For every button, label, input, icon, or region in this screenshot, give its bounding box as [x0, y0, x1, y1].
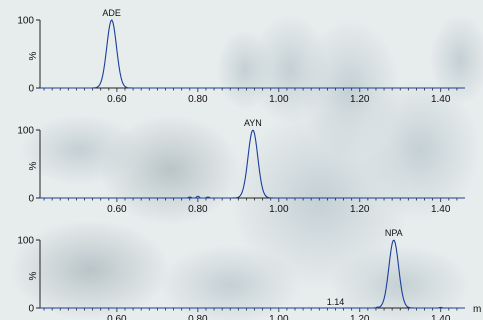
peak-label: ADE	[102, 8, 121, 18]
chart-panel-3: 0 100% 0.60 0.80 1.00 1.20 1.40 NPA 1.14 m	[17, 228, 481, 320]
y-tick-label: 100	[17, 16, 34, 27]
y-tick-label: 0	[28, 304, 34, 315]
baseline-bump	[195, 195, 201, 199]
y-tick-label: 100	[17, 126, 34, 137]
baseline-bump	[205, 196, 211, 199]
x-tick-label: 0.80	[188, 314, 208, 320]
chart-panel-1: 0 100% 0.60 0.80 1.00 1.20 1.40 ADE	[17, 8, 465, 105]
x-tick-label: 0.60	[107, 314, 127, 320]
x-tick-label: 0.60	[107, 94, 127, 105]
baseline-bump	[438, 306, 444, 309]
x-tick-label: 1.20	[350, 314, 370, 320]
peak-label: AYN	[244, 118, 262, 128]
y-axis-label: %	[28, 161, 39, 170]
y-tick-label: 0	[28, 194, 34, 205]
retention-time-label: 1.14	[327, 297, 345, 307]
x-tick-label: 1.40	[431, 204, 451, 215]
baseline-bump	[187, 196, 193, 199]
y-tick-label: 0	[28, 84, 34, 95]
y-axis-label: %	[28, 51, 39, 60]
y-tick-label: 100	[17, 236, 34, 247]
x-tick-label: 0.60	[107, 204, 127, 215]
chromatogram-trace	[40, 19, 465, 89]
x-tick-label: 0.80	[188, 204, 208, 215]
chromatogram-trace	[40, 129, 465, 199]
x-tick-label: 1.20	[350, 94, 370, 105]
peak-label: NPA	[385, 228, 403, 238]
x-tick-label: 1.40	[431, 314, 451, 320]
x-tick-label: 1.20	[350, 204, 370, 215]
baseline-bump	[375, 306, 381, 309]
x-tick-label: 1.00	[269, 204, 289, 215]
x-tick-label: 0.80	[188, 94, 208, 105]
x-tick-label: 1.00	[269, 314, 289, 320]
y-axis-label: %	[28, 271, 39, 280]
baseline-bump	[405, 306, 412, 309]
x-tick-label: 1.40	[431, 94, 451, 105]
x-tick-label: 1.00	[269, 94, 289, 105]
chromatogram-trace	[40, 239, 465, 309]
x-axis-unit: m	[473, 304, 481, 315]
chart-panel-2: 0 100% 0.60 0.80 1.00 1.20 1.40 AYN	[17, 118, 465, 215]
